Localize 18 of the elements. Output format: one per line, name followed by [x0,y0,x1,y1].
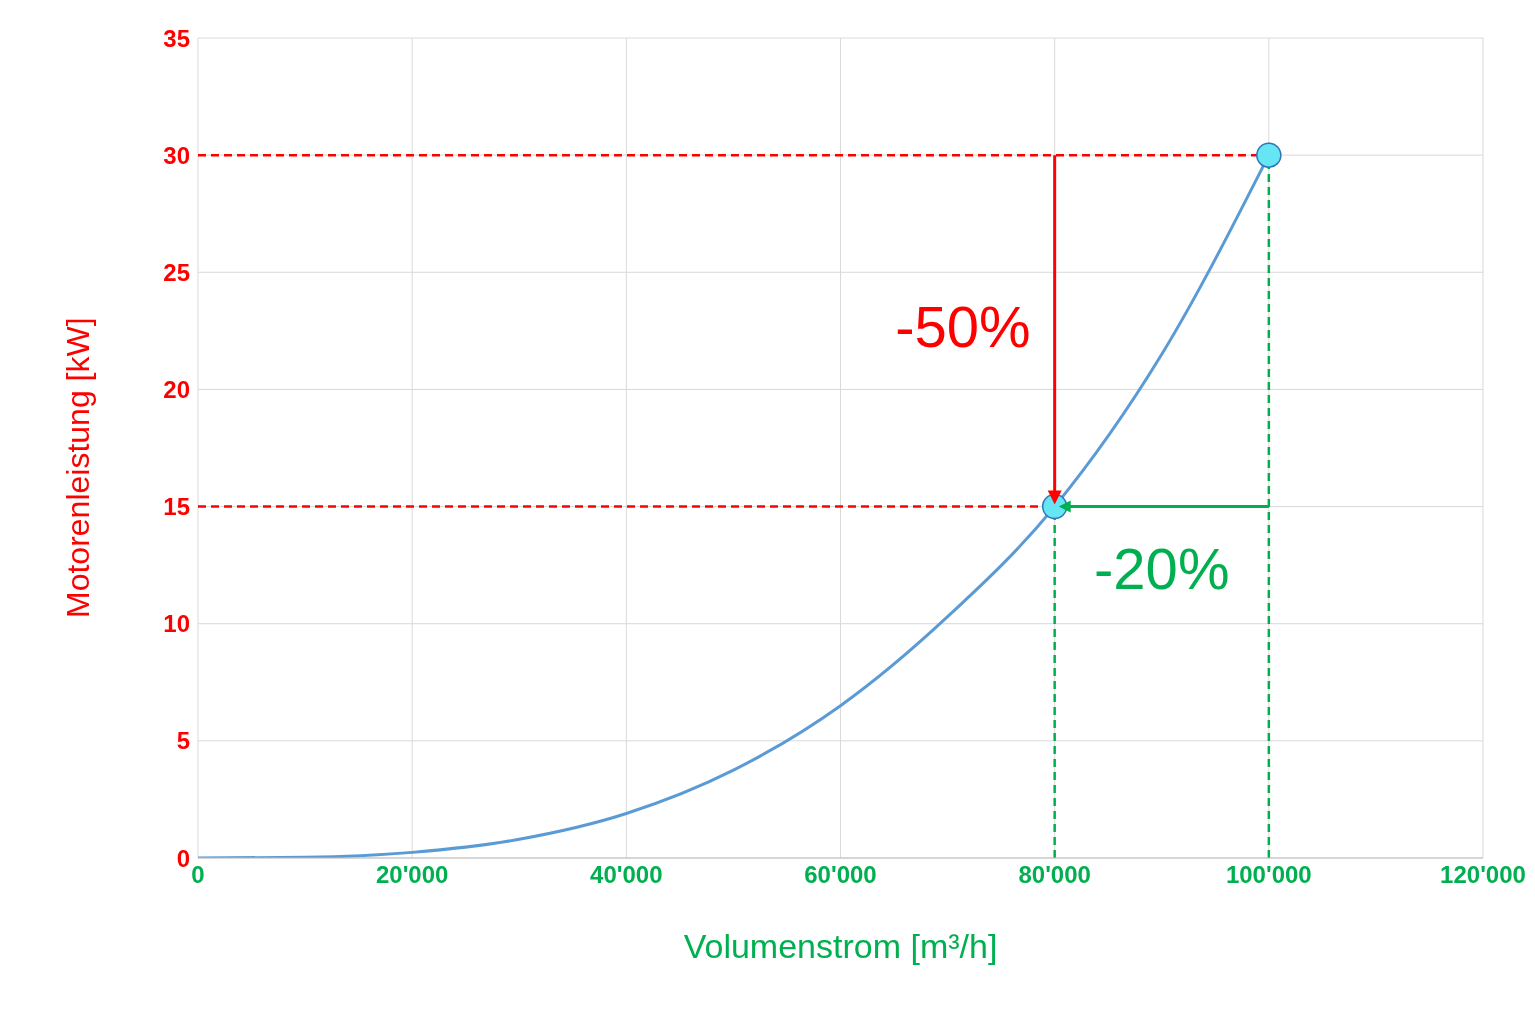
x-axis-title: Volumenstrom [m³/h] [683,927,998,965]
x-tick-label: 80'000 [1018,861,1091,889]
x-tick-label: 120'000 [1440,861,1526,889]
x-tick-label: 100'000 [1225,861,1312,889]
y-tick-label: 30 [163,141,190,169]
x-tick-label: 60'000 [804,861,877,889]
y-tick-label: 35 [163,24,190,52]
y-tick-label: 20 [163,375,190,403]
y-tick-label: 25 [163,258,190,286]
y-axis-title: Motorenleistung [kW] [60,317,97,618]
y-tick-label: 5 [176,727,190,755]
y-tick-label: 15 [163,493,190,521]
x-tick-label: 20'000 [375,861,449,889]
annotation: -50% [895,293,1031,359]
annotation: -20% [1094,535,1230,601]
y-tick-label: 10 [163,610,190,638]
y-tick-label: 0 [176,844,190,872]
x-tick-label: 40'000 [590,861,663,889]
